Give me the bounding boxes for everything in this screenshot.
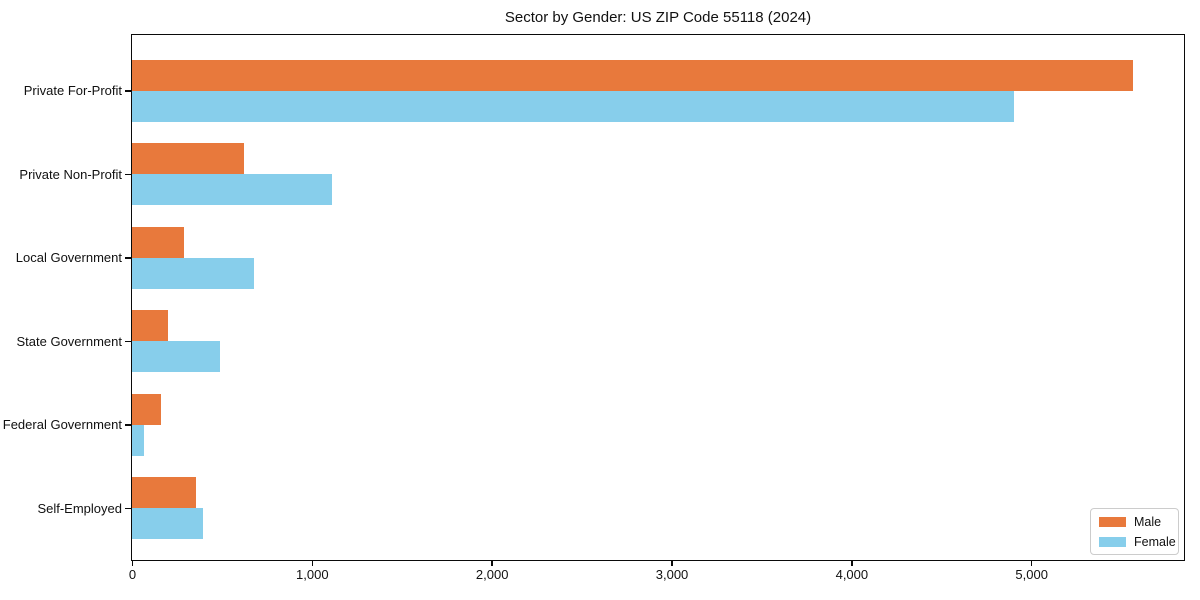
xtick-label-5000: 5,000 — [1015, 567, 1048, 582]
xtick-mark-3000 — [671, 560, 673, 566]
xtick-mark-0 — [131, 560, 134, 566]
female-bar-self-employed — [132, 508, 203, 539]
ytick-label-private-for-profit: Private For-Profit — [23, 83, 122, 98]
plot-area — [131, 34, 1185, 561]
xtick-mark-1000 — [311, 560, 314, 566]
chart-title: Sector by Gender: US ZIP Code 55118 (202… — [504, 9, 812, 26]
xtick-mark-5000 — [1031, 560, 1033, 566]
ytick-label-self-employed: Self-Employed — [37, 500, 122, 516]
male-bar-private-for-profit — [132, 59, 1133, 91]
legend-label-male: Male — [1134, 514, 1162, 529]
legend-row-female: Female — [1099, 535, 1176, 549]
legend-swatch-female — [1099, 536, 1126, 547]
ytick-mark-private-non-profit — [125, 173, 131, 176]
xtick-label-4000: 4,000 — [835, 567, 869, 582]
female-bar-federal-government — [132, 424, 144, 456]
female-bar-private-for-profit — [132, 90, 1015, 122]
legend-swatch-male — [1099, 516, 1126, 527]
female-bar-private-non-profit — [132, 174, 332, 205]
ytick-label-state-government: State Government — [16, 333, 123, 349]
xtick-mark-2000 — [491, 560, 493, 566]
legend: Male Female — [1090, 508, 1179, 555]
legend-row-male: Male — [1099, 515, 1170, 529]
ytick-mark-local-government — [125, 257, 131, 259]
male-bar-state-government — [132, 310, 168, 341]
ytick-mark-federal-government — [125, 424, 131, 426]
female-bar-state-government — [132, 341, 221, 372]
xtick-mark-4000 — [851, 560, 853, 566]
legend-label-female: Female — [1134, 534, 1176, 549]
xtick-label-0: 0 — [128, 567, 137, 582]
ytick-label-federal-government: Federal Government — [2, 417, 122, 432]
male-bar-local-government — [132, 226, 185, 258]
ytick-mark-private-for-profit — [125, 90, 131, 92]
xtick-label-3000: 3,000 — [655, 567, 689, 582]
xtick-label-1000: 1,000 — [296, 567, 329, 582]
ytick-mark-self-employed — [125, 507, 131, 510]
male-bar-self-employed — [132, 477, 196, 508]
male-bar-federal-government — [132, 393, 161, 425]
xtick-label-2000: 2,000 — [475, 567, 509, 582]
male-bar-private-non-profit — [132, 143, 244, 174]
ytick-label-local-government: Local Government — [15, 250, 122, 265]
ytick-mark-state-government — [125, 340, 131, 343]
female-bar-local-government — [132, 257, 255, 289]
ytick-label-private-non-profit: Private Non-Profit — [19, 166, 122, 182]
